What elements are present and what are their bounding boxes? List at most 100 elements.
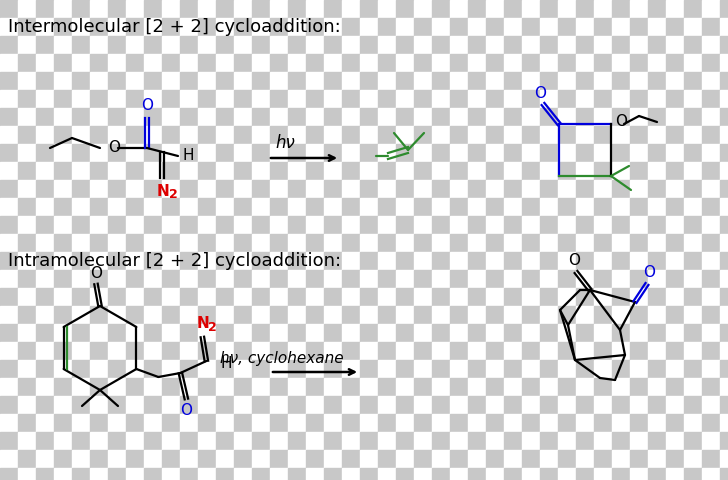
Bar (90, 198, 108, 216)
Bar (504, 144, 522, 162)
Bar (594, 450, 612, 468)
Bar (630, 0, 648, 18)
Bar (612, 216, 630, 234)
Bar (72, 378, 90, 396)
Text: O: O (90, 266, 102, 281)
Bar (522, 342, 540, 360)
Bar (54, 126, 72, 144)
Bar (342, 198, 360, 216)
Bar (414, 306, 432, 324)
Bar (180, 126, 198, 144)
Text: O: O (108, 141, 120, 156)
Bar (540, 432, 558, 450)
Bar (90, 108, 108, 126)
Bar (558, 0, 576, 18)
Bar (558, 468, 576, 480)
Bar (342, 468, 360, 480)
Bar (126, 324, 144, 342)
Bar (666, 450, 684, 468)
Bar (630, 36, 648, 54)
Bar (18, 450, 36, 468)
Bar (342, 234, 360, 252)
Bar (522, 288, 540, 306)
Bar (324, 270, 342, 288)
Bar (18, 144, 36, 162)
Bar (54, 270, 72, 288)
Bar (36, 36, 54, 54)
Bar (558, 324, 576, 342)
Bar (504, 306, 522, 324)
Bar (72, 324, 90, 342)
Bar (396, 288, 414, 306)
Bar (468, 414, 486, 432)
Bar (648, 324, 666, 342)
Bar (324, 252, 342, 270)
Bar (414, 126, 432, 144)
Bar (450, 270, 468, 288)
Bar (396, 18, 414, 36)
Bar (450, 234, 468, 252)
Bar (90, 216, 108, 234)
Bar (198, 360, 216, 378)
Bar (468, 270, 486, 288)
Bar (702, 468, 720, 480)
Bar (612, 450, 630, 468)
Bar (306, 414, 324, 432)
Bar (360, 162, 378, 180)
Bar (108, 270, 126, 288)
Bar (702, 360, 720, 378)
Bar (396, 396, 414, 414)
Bar (630, 144, 648, 162)
Text: O: O (181, 403, 192, 418)
Bar (144, 432, 162, 450)
Bar (468, 432, 486, 450)
Bar (36, 108, 54, 126)
Bar (522, 72, 540, 90)
Bar (450, 432, 468, 450)
Bar (36, 432, 54, 450)
Bar (54, 378, 72, 396)
Bar (342, 144, 360, 162)
Bar (252, 306, 270, 324)
Bar (198, 468, 216, 480)
Bar (666, 198, 684, 216)
Bar (432, 468, 450, 480)
Bar (396, 414, 414, 432)
Bar (396, 270, 414, 288)
Bar (666, 18, 684, 36)
Bar (648, 72, 666, 90)
Bar (684, 378, 702, 396)
Bar (648, 198, 666, 216)
Bar (162, 234, 180, 252)
Bar (54, 144, 72, 162)
Bar (612, 432, 630, 450)
Bar (702, 126, 720, 144)
Bar (684, 216, 702, 234)
Bar (288, 396, 306, 414)
Bar (180, 324, 198, 342)
Bar (270, 468, 288, 480)
Bar (630, 396, 648, 414)
Bar (720, 162, 728, 180)
Bar (342, 396, 360, 414)
Bar (216, 324, 234, 342)
Bar (558, 360, 576, 378)
Bar (90, 396, 108, 414)
Bar (108, 54, 126, 72)
Bar (306, 198, 324, 216)
Bar (378, 288, 396, 306)
Bar (54, 450, 72, 468)
Bar (270, 198, 288, 216)
Bar (450, 468, 468, 480)
Text: 2: 2 (208, 321, 217, 334)
Bar (522, 0, 540, 18)
Bar (198, 72, 216, 90)
Bar (504, 396, 522, 414)
Bar (306, 432, 324, 450)
Bar (360, 270, 378, 288)
Bar (288, 288, 306, 306)
Bar (558, 234, 576, 252)
Bar (234, 306, 252, 324)
Bar (54, 18, 72, 36)
Bar (612, 324, 630, 342)
